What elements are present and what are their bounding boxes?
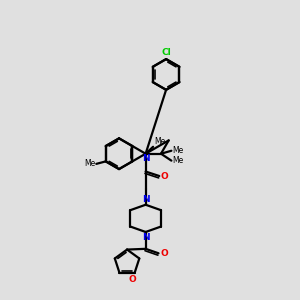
Text: Me: Me [172, 146, 184, 155]
Text: Me: Me [84, 159, 95, 168]
Text: N: N [142, 154, 150, 164]
Text: N: N [142, 194, 149, 203]
Text: O: O [160, 249, 168, 258]
Text: Me: Me [172, 156, 184, 165]
Text: Me: Me [154, 137, 165, 146]
Text: N: N [142, 233, 149, 242]
Text: O: O [161, 172, 169, 181]
Text: Cl: Cl [161, 48, 171, 57]
Text: O: O [129, 275, 136, 284]
